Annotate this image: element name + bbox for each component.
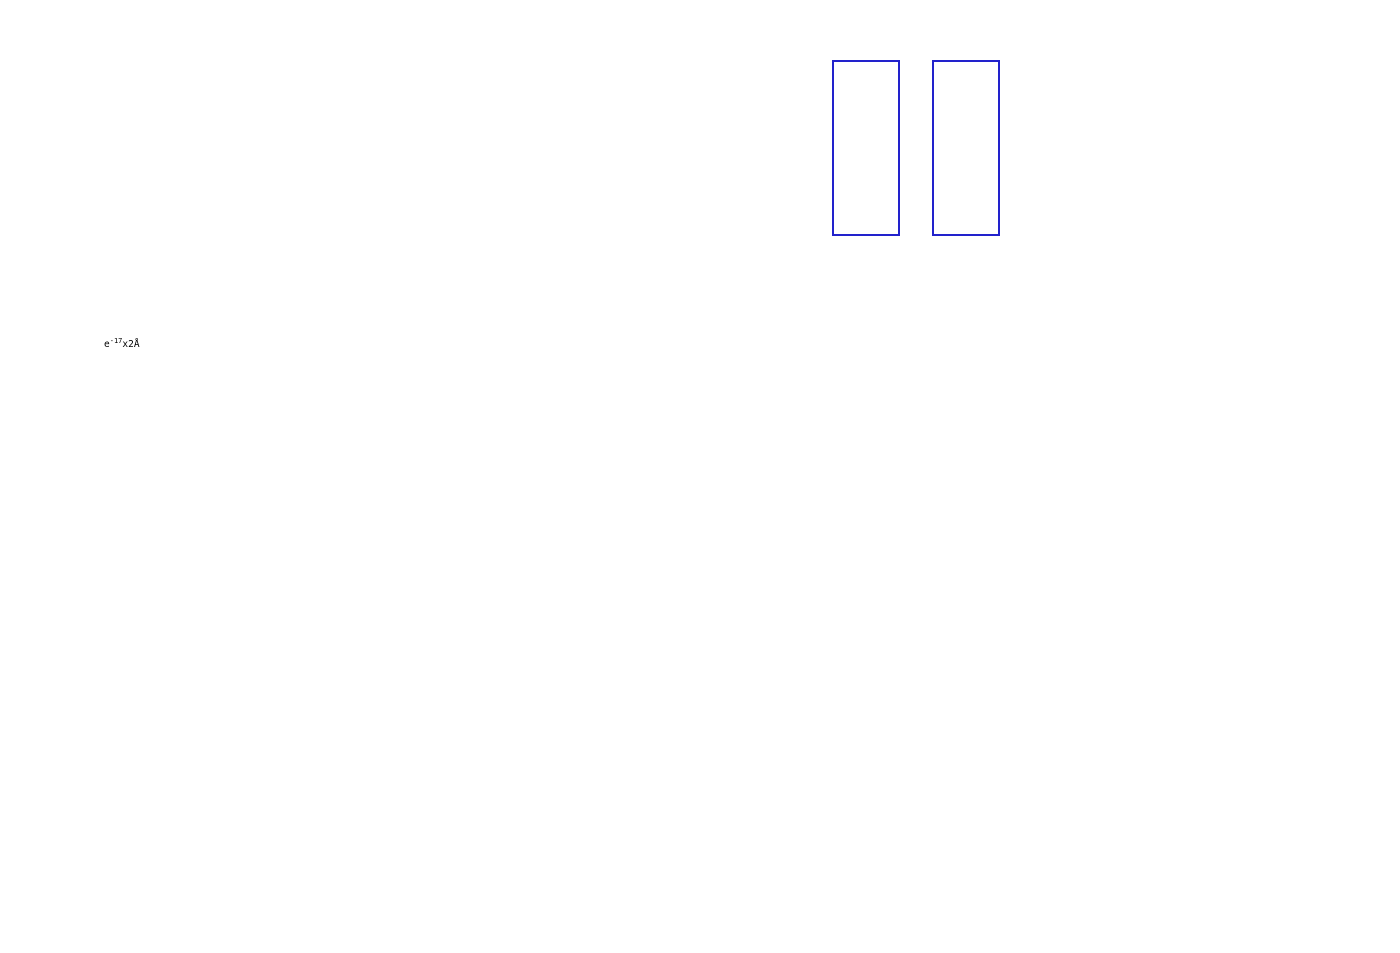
spectrum-units-label: e-17x2Å <box>104 337 140 351</box>
line-fit-plot <box>1038 45 1338 235</box>
withsky-image <box>832 60 900 236</box>
clean-image <box>932 60 1000 236</box>
header-datetime-version <box>1053 3 1100 48</box>
full-spectrum-plot <box>100 347 1296 433</box>
